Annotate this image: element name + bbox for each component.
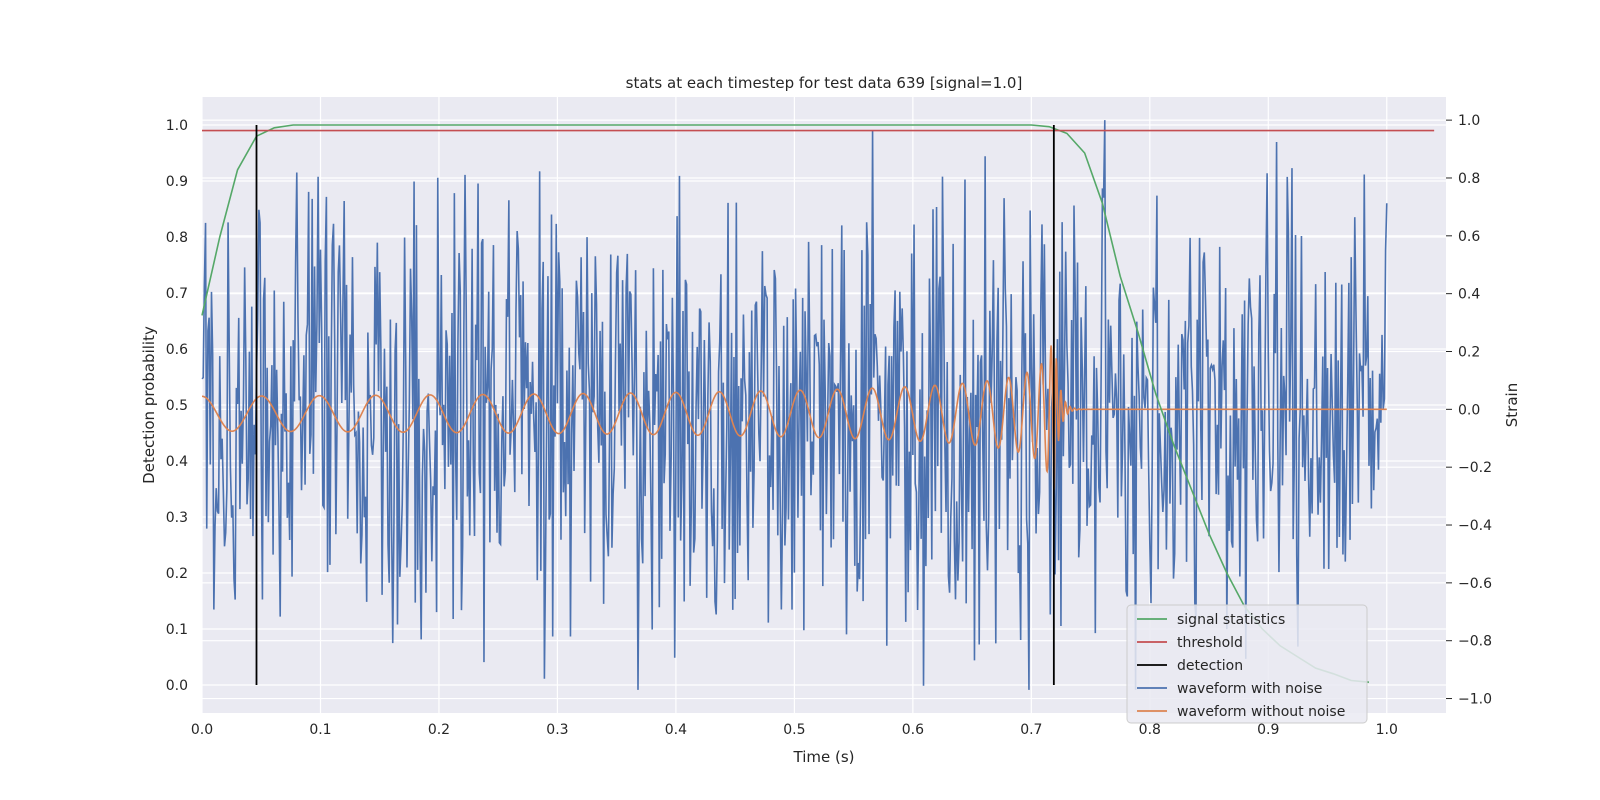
x-tick-label: 0.4 [665,722,687,738]
x-axis-ticks: 0.0 0.1 0.2 0.3 0.4 0.5 0.6 0.7 0.8 0.9 1.0 [191,722,1398,738]
left-axis-ticks: 0.0 0.1 0.2 0.3 0.4 0.5 0.6 0.7 0.8 0.9 1.0 [166,118,188,694]
right-axis-label: Strain [1503,383,1521,427]
right-tick-label: 1.0 [1458,113,1480,129]
x-tick-label: 0.1 [309,722,331,738]
right-tick-label: 0.4 [1458,287,1480,303]
right-tick-label: −0.6 [1458,576,1492,592]
right-tick-label: −1.0 [1458,692,1492,708]
right-tick-label: 0.0 [1458,402,1480,418]
right-tick-label: −0.4 [1458,518,1492,534]
left-tick-label: 0.5 [166,398,188,414]
x-tick-label: 0.3 [546,722,568,738]
x-tick-label: 0.2 [428,722,450,738]
left-tick-label: 0.3 [166,510,188,526]
chart-title: stats at each timestep for test data 639… [626,74,1023,92]
left-axis-label: Detection probability [140,326,158,484]
legend-entry-label: threshold [1177,635,1243,651]
left-tick-label: 0.7 [166,286,188,302]
right-tick-label: 0.2 [1458,344,1480,360]
legend-box [1126,604,1368,724]
right-axis-ticks: −1.0 −0.8 −0.6 −0.4 −0.2 0.0 0.2 0.4 0.6 0.8 1.0 [1446,113,1492,708]
x-tick-label: 0.6 [902,722,924,738]
right-tick-label: −0.8 [1458,634,1492,650]
right-tick-label: −0.2 [1458,460,1492,476]
legend-entry-label: signal statistics [1177,612,1285,628]
left-tick-label: 1.0 [166,118,188,134]
legend-entry-label: detection [1177,658,1243,674]
x-tick-label: 0.0 [191,722,213,738]
plot-area [201,120,1435,690]
series-waveform-without-noise [201,345,1387,491]
x-axis-label: Time (s) [793,748,855,766]
x-tick-label: 1.0 [1376,722,1398,738]
left-tick-label: 0.4 [166,454,188,470]
right-tick-label: 0.8 [1458,171,1480,187]
legend-entry-label: waveform without noise [1177,704,1345,720]
left-tick-label: 0.0 [166,678,188,694]
x-tick-label: 0.7 [1020,722,1042,738]
left-tick-label: 0.9 [166,174,188,190]
x-tick-label: 0.8 [1139,722,1161,738]
legend: signal statistics threshold detection wavef… [1126,604,1368,724]
x-tick-label: 0.9 [1257,722,1279,738]
series-detection [255,125,1055,685]
left-tick-label: 0.2 [166,566,188,582]
series-waveform-with-noise [201,120,1388,690]
legend-entry-label: waveform with noise [1177,681,1322,697]
x-tick-label: 0.5 [783,722,805,738]
left-tick-label: 0.1 [166,622,188,638]
left-tick-label: 0.8 [166,230,188,246]
left-tick-label: 0.6 [166,342,188,358]
right-tick-label: 0.6 [1458,229,1480,245]
